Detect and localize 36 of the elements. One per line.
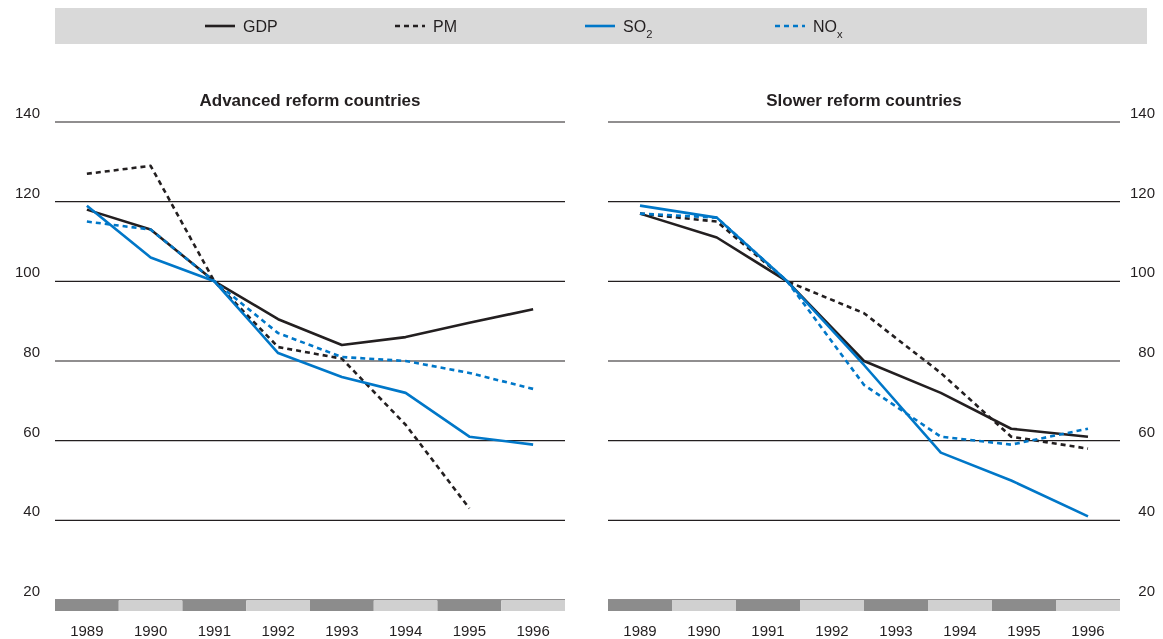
- y-tick-label: 20: [1138, 582, 1155, 599]
- y-tick-label: 60: [1138, 422, 1155, 440]
- y-tick-label: 60: [23, 422, 40, 440]
- x-tick-label: 1995: [452, 622, 487, 639]
- x-tick-label: 1990: [687, 622, 721, 639]
- legend-label: NO$_{x}$: [813, 18, 843, 40]
- y-tick-label: 80: [1138, 343, 1155, 360]
- y-tick-label: 120: [14, 183, 40, 201]
- x-tick-label: 1994: [943, 622, 977, 639]
- y-tick-label: 100: [1129, 263, 1155, 281]
- x-tick-label: 1992: [815, 622, 849, 639]
- x-tick-label: 1989: [70, 622, 104, 639]
- y-tick-label: 100: [14, 263, 40, 281]
- x-tick-label: 1992: [261, 622, 295, 639]
- x-tick-label: 1996: [516, 622, 550, 639]
- y-tick-label: 20: [23, 582, 40, 599]
- y-tick-label: 80: [23, 343, 40, 360]
- legend-label: GDP: [243, 18, 278, 35]
- x-tick-label: 1990: [133, 622, 168, 639]
- y-tick-label: 40: [1138, 502, 1155, 520]
- x-tick-label: 1996: [1071, 622, 1105, 639]
- y-tick-label: 120: [1129, 183, 1155, 201]
- chart-title: Slower reform countries: [766, 91, 962, 110]
- x-tick-label: 1989: [623, 622, 657, 639]
- x-tick-label: 1993: [879, 622, 913, 639]
- x-tick-label: 1994: [388, 622, 423, 639]
- y-tick-label: 40: [23, 502, 40, 520]
- x-tick-label: 1991: [751, 622, 785, 639]
- x-tick-label: 1991: [197, 622, 232, 639]
- legend-label: SO$_{2}$: [623, 18, 653, 40]
- x-tick-label: 1995: [1007, 622, 1041, 639]
- chart-title: Advanced reform countries: [199, 91, 421, 110]
- y-tick-label: 140: [14, 104, 40, 121]
- y-tick-label: 140: [1129, 104, 1155, 121]
- x-tick-label: 1993: [325, 622, 359, 639]
- legend-label: PM: [433, 18, 457, 35]
